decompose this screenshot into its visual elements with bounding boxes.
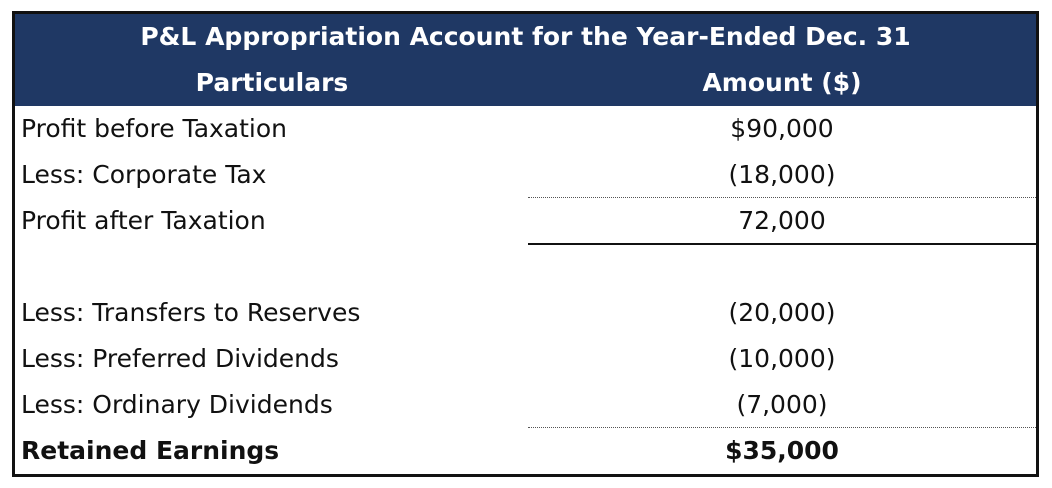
column-header: Particulars xyxy=(195,68,349,97)
amount: (7,000) xyxy=(736,390,828,419)
row: Less: Corporate Tax (18,000) xyxy=(15,152,1036,198)
row: Less: Preferred Dividends (10,000) xyxy=(15,336,1036,382)
amount: 72,000 xyxy=(738,206,826,235)
column-header: Amount ($) xyxy=(702,68,862,97)
label: Less: Corporate Tax xyxy=(21,160,267,189)
amount: (20,000) xyxy=(728,298,836,327)
total-row: Retained Earnings $35,000 xyxy=(15,428,1036,474)
amount: $35,000 xyxy=(725,436,839,465)
amount: (10,000) xyxy=(728,344,836,373)
label: Less: Ordinary Dividends xyxy=(21,390,333,419)
label: Profit before Taxation xyxy=(21,114,288,143)
row: Profit before Taxation $90,000 xyxy=(15,106,1036,152)
header-row: Particulars Amount ($) xyxy=(15,60,1036,106)
row: Less: Ordinary Dividends (7,000) xyxy=(15,382,1036,428)
label: Less: Preferred Dividends xyxy=(21,344,339,373)
dotted-rule xyxy=(528,427,1036,428)
amount: (18,000) xyxy=(728,160,836,189)
row: Less: Transfers to Reserves (20,000) xyxy=(15,290,1036,336)
dotted-rule xyxy=(528,197,1036,198)
table: P&L Appropriation Account for the Year-E… xyxy=(12,11,1039,477)
row: Profit after Taxation 72,000 xyxy=(15,198,1036,244)
label: Less: Transfers to Reserves xyxy=(21,298,361,327)
table-title: P&L Appropriation Account for the Year-E… xyxy=(15,14,1036,60)
label: Retained Earnings xyxy=(21,436,280,465)
solid-rule xyxy=(528,243,1036,245)
label: Profit after Taxation xyxy=(21,206,266,235)
amount: $90,000 xyxy=(730,114,834,143)
